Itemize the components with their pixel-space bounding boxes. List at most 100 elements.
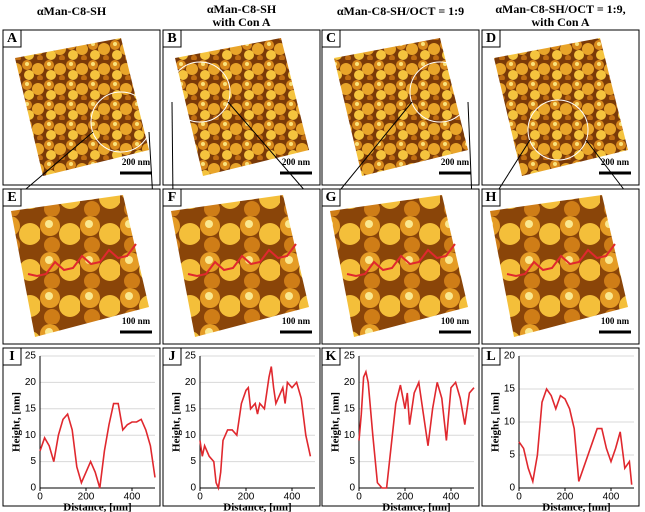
letter-box: [2, 188, 22, 207]
y-tick-label: 25: [185, 351, 197, 362]
scale-label: 100 nm: [122, 316, 151, 326]
panel-frame: [481, 347, 640, 507]
y-tick-label: 5: [190, 456, 196, 467]
scale-label: 100 nm: [601, 316, 630, 326]
panel-letter: L: [486, 349, 495, 364]
profile-trace: [27, 243, 137, 278]
letter-box: [321, 188, 341, 207]
zoom-line: [227, 101, 314, 201]
afm-zoom: [171, 195, 309, 337]
profile-trace: [187, 243, 297, 278]
height-profile: [358, 369, 475, 489]
x-tick-label: 200: [397, 492, 414, 503]
y-tick-label: 5: [509, 450, 515, 461]
y-tick-label: 5: [349, 456, 355, 467]
y-tick-label: 15: [185, 403, 197, 414]
afm-zoom: [11, 195, 149, 337]
panel-letter: K: [326, 349, 337, 364]
height-profile: [518, 387, 633, 485]
y-tick-label: 15: [504, 384, 516, 395]
zoom-circle: [409, 61, 471, 123]
letter-box: [481, 29, 501, 48]
x-axis-label: Distance, [nm]: [542, 502, 610, 512]
y-axis-label: Height, [nm]: [330, 392, 342, 452]
afm-image: [494, 38, 628, 176]
x-tick-label: 400: [124, 492, 141, 503]
zoom-line: [331, 101, 413, 201]
x-tick-label: 200: [238, 492, 255, 503]
panel-letter: F: [168, 190, 177, 205]
column-title: αMan-C8-SH/OCT = 1:9: [337, 4, 464, 18]
y-tick-label: 20: [185, 377, 197, 388]
afm-image: [175, 38, 309, 176]
y-tick-label: 20: [344, 377, 356, 388]
x-axis-label: Distance, [nm]: [382, 502, 450, 512]
letter-box: [321, 347, 341, 366]
panel-frame: [162, 347, 321, 507]
y-tick-label: 0: [30, 483, 36, 494]
profile-trace: [506, 243, 616, 278]
letter-box: [481, 188, 501, 207]
afm-zoom: [330, 195, 468, 337]
letter-box: [162, 188, 182, 207]
zoom-circle: [90, 91, 152, 153]
x-tick-label: 0: [197, 492, 203, 503]
zoom-circle: [527, 99, 589, 161]
y-tick-label: 10: [344, 430, 356, 441]
column-title: with Con A: [212, 15, 270, 29]
panel-letter: I: [9, 349, 14, 364]
panel-frame: [321, 347, 480, 507]
y-tick-label: 0: [509, 483, 515, 494]
zoom-circle: [169, 61, 231, 123]
y-tick-label: 10: [504, 417, 516, 428]
y-tick-label: 0: [349, 483, 355, 494]
y-tick-label: 0: [190, 483, 196, 494]
panel-letter: D: [486, 31, 496, 46]
scale-label: 200 nm: [441, 157, 470, 167]
letter-box: [481, 347, 501, 366]
x-tick-label: 200: [557, 492, 574, 503]
y-tick-label: 25: [344, 351, 356, 362]
x-tick-label: 0: [356, 492, 362, 503]
letter-box: [162, 29, 182, 48]
x-tick-label: 400: [284, 492, 301, 503]
x-tick-label: 0: [516, 492, 522, 503]
panel-letter: C: [326, 31, 336, 46]
panel-letter: B: [167, 31, 176, 46]
x-axis-label: Distance, [nm]: [63, 502, 131, 512]
panel-letter: A: [7, 31, 18, 46]
panel-letter: H: [486, 190, 497, 205]
x-axis-label: Distance, [nm]: [223, 502, 291, 512]
y-tick-label: 25: [25, 351, 37, 362]
afm-zoom: [490, 195, 628, 337]
column-title: αMan-C8-SH: [207, 2, 277, 16]
y-tick-label: 15: [344, 403, 356, 414]
height-profile: [39, 402, 156, 489]
scale-label: 100 nm: [441, 316, 470, 326]
column-title: with Con A: [531, 15, 589, 29]
afm-image: [15, 38, 149, 176]
y-tick-label: 20: [504, 351, 516, 362]
zoom-line: [467, 101, 473, 201]
x-tick-label: 400: [603, 492, 620, 503]
letter-box: [2, 347, 22, 366]
height-profile: [199, 366, 312, 491]
panel-frame: [2, 347, 161, 507]
x-tick-label: 0: [37, 492, 43, 503]
afm-image: [334, 38, 468, 176]
zoom-line: [171, 101, 174, 201]
scale-label: 200 nm: [122, 157, 151, 167]
y-axis-label: Height, [nm]: [490, 392, 502, 452]
letter-box: [321, 29, 341, 48]
panel-letter: G: [326, 190, 337, 205]
column-title: αMan-C8-SH: [37, 4, 107, 18]
x-tick-label: 400: [443, 492, 460, 503]
letter-box: [2, 29, 22, 48]
y-tick-label: 10: [185, 430, 197, 441]
scale-label: 200 nm: [282, 157, 311, 167]
panel-letter: J: [169, 349, 176, 364]
y-tick-label: 10: [25, 430, 37, 441]
y-axis-label: Height, [nm]: [171, 392, 183, 452]
letter-box: [162, 347, 182, 366]
